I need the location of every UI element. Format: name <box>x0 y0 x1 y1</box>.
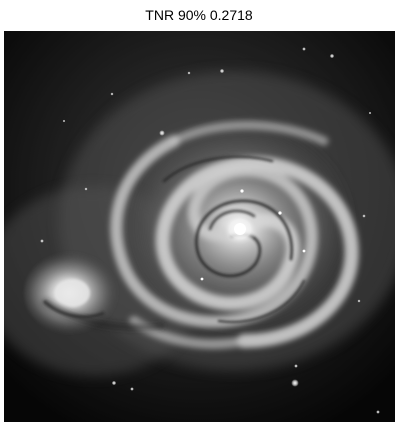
galaxy-rendering <box>4 31 395 422</box>
image-title: TNR 90% 0.2718 <box>145 7 253 23</box>
galaxy-image <box>4 31 395 422</box>
background-stars <box>40 47 380 414</box>
